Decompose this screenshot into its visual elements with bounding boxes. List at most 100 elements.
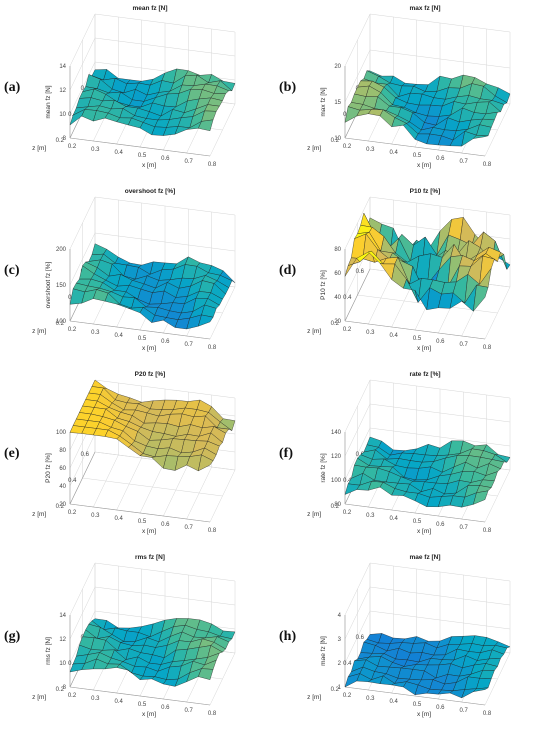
x-axis-label: x [m] <box>142 711 156 718</box>
chart-panel-3: (c) overshoot fz [%] 100 150 200 0.2 0.3 0.4 0.5… <box>0 183 275 366</box>
x-tick-label: 0.4 <box>389 150 398 156</box>
surface-mesh <box>344 212 511 312</box>
z-tick-label: 80 <box>59 448 66 454</box>
surface-facet <box>198 119 214 132</box>
x-tick-label: 0.2 <box>343 693 352 699</box>
z-tick-label: 12 <box>59 88 66 94</box>
x-tick-label: 0.4 <box>389 699 398 705</box>
x-tick-label: 0.4 <box>114 516 123 522</box>
z-tick-label: 12 <box>59 637 66 643</box>
x-axis <box>69 686 211 706</box>
x-tick-label: 0.5 <box>413 153 422 159</box>
x-tick-label: 0.2 <box>68 327 77 333</box>
x-tick-label: 0.5 <box>413 702 422 708</box>
surface-facet <box>198 314 214 327</box>
grid-line <box>484 103 511 157</box>
x-tick-label: 0.8 <box>208 711 217 717</box>
chart-panel-4: (d) P10 fz [%] 20 40 60 80 0.2 0.3 0.4 0.5 0.6 0.7 0… <box>275 183 550 366</box>
x-axis-label: x [m] <box>417 162 431 169</box>
x-tick-label: 0.6 <box>436 339 445 345</box>
z-depth-tick-label: 0.6 <box>356 269 365 275</box>
x-tick-label: 0.3 <box>366 696 375 702</box>
surface-mesh <box>69 68 236 136</box>
x-tick-label: 0.5 <box>413 336 422 342</box>
value-axis-label: overshoot fz [%] <box>45 262 52 309</box>
z-tick-label: 10 <box>59 112 66 118</box>
x-axis-label: x [m] <box>142 345 156 352</box>
z-axis <box>69 451 96 505</box>
x-tick-label: 0.5 <box>138 153 147 159</box>
z-depth-tick-label: 0.2 <box>331 138 340 144</box>
x-tick-label: 0.2 <box>343 327 352 333</box>
z-tick-label: 120 <box>331 454 342 460</box>
plot-title: P20 fz [%] <box>135 371 166 378</box>
z-tick-label: 14 <box>59 613 66 619</box>
surface-plot: max fz [N] 10 15 20 0.2 0.3 0.4 0.5 0.6 0.7 0.8 x [… <box>307 5 511 169</box>
z-tick-label: 100 <box>331 478 342 484</box>
x-tick-label: 0.8 <box>483 711 492 717</box>
z-depth-tick-label: 0.4 <box>343 478 352 484</box>
x-tick-label: 0.4 <box>389 333 398 339</box>
grid-line <box>209 469 236 523</box>
panel-letter: (f) <box>279 446 293 461</box>
x-tick-label: 0.3 <box>366 513 375 519</box>
x-tick-label: 0.3 <box>366 330 375 336</box>
z-axis-label: z [m] <box>307 511 321 518</box>
x-axis <box>344 686 486 706</box>
x-axis-label: x [m] <box>417 711 431 718</box>
x-axis <box>69 320 211 340</box>
x-tick-label: 0.6 <box>161 522 170 528</box>
x-axis <box>69 137 211 157</box>
x-axis-label: x [m] <box>417 345 431 352</box>
x-tick-label: 0.8 <box>208 162 217 168</box>
z-tick-label: 20 <box>59 502 66 508</box>
x-tick-label: 0.6 <box>161 339 170 345</box>
z-depth-tick-label: 0.2 <box>56 504 65 510</box>
grid-line <box>116 457 142 511</box>
z-tick-label: 4 <box>338 613 342 619</box>
x-axis-label: x [m] <box>142 162 156 169</box>
z-axis-label: z [m] <box>32 145 46 152</box>
x-axis-label: x [m] <box>417 528 431 535</box>
x-tick-label: 0.3 <box>91 330 100 336</box>
x-tick-label: 0.2 <box>68 144 77 150</box>
x-axis <box>344 503 486 523</box>
z-depth-tick-label: 0.4 <box>68 661 77 667</box>
x-axis-label: x [m] <box>142 528 156 535</box>
x-axis <box>69 503 211 523</box>
x-tick-label: 0.2 <box>68 693 77 699</box>
grid-line <box>368 271 394 325</box>
x-tick-label: 0.8 <box>483 528 492 534</box>
surface-facet <box>473 490 489 505</box>
z-axis-label: z [m] <box>32 511 46 518</box>
plot-title: mae fz [N] <box>409 554 440 561</box>
surface-mesh <box>344 436 511 508</box>
x-tick-label: 0.6 <box>161 156 170 162</box>
z-axis-label: z [m] <box>32 694 46 701</box>
surface-plot: P10 fz [%] 20 40 60 80 0.2 0.3 0.4 0.5 0.6 0.7 0.8 x… <box>307 188 511 352</box>
x-tick-label: 0.8 <box>483 345 492 351</box>
z-tick-label: 14 <box>59 64 66 70</box>
z-tick-label: 3 <box>338 637 342 643</box>
value-axis-label: mae fz [N] <box>320 636 327 666</box>
grid-line <box>484 469 511 523</box>
panel-letter: (e) <box>4 446 20 461</box>
x-tick-label: 0.4 <box>114 333 123 339</box>
z-axis-label: z [m] <box>307 328 321 335</box>
x-tick-label: 0.8 <box>483 162 492 168</box>
x-tick-label: 0.7 <box>459 159 468 165</box>
x-tick-label: 0.4 <box>114 150 123 156</box>
x-tick-label: 0.7 <box>184 159 193 165</box>
z-tick-label: 80 <box>334 247 341 253</box>
z-tick-label: 60 <box>334 271 341 277</box>
z-depth-tick-label: 0.4 <box>343 661 352 667</box>
grid-line <box>186 466 212 520</box>
z-depth-tick-label: 0.4 <box>343 295 352 301</box>
x-tick-label: 0.5 <box>138 702 147 708</box>
surface-plot: rms fz [N] 8 10 12 14 0.2 0.3 0.4 0.5 0.6 0.7 0.8 x … <box>32 554 236 718</box>
plot-title: max fz [N] <box>409 5 440 12</box>
surface-facet <box>473 284 489 312</box>
grid-line <box>93 454 119 508</box>
surface-facet <box>198 668 214 680</box>
x-tick-label: 0.5 <box>138 336 147 342</box>
